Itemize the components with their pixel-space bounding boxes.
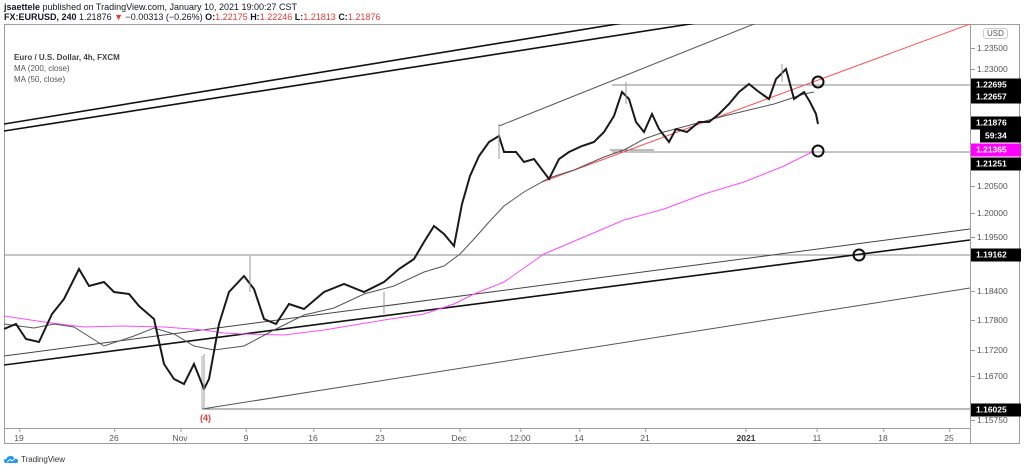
wave-4-label: (4) <box>200 413 211 423</box>
time-axis[interactable]: 19 26 Nov 9 16 23 Dec 12:00 14 21 2021 1… <box>4 428 970 444</box>
price-label-ma200: 1.21365 <box>971 143 1021 157</box>
price-tick: 1.23500 <box>971 43 1008 53</box>
time-label: 16 <box>308 429 318 443</box>
price-tick: 1.17800 <box>971 315 1008 325</box>
price-tick: 1.19500 <box>971 232 1008 242</box>
price-tick: 1.17200 <box>971 345 1008 355</box>
publisher-name[interactable]: jsaettele <box>4 2 41 12</box>
price-chart-svg <box>4 24 970 410</box>
price-label-last: 1.21876 <box>971 116 1021 130</box>
chart-plot-area[interactable]: Euro / U.S. Dollar, 4h, FXCM MA (200, cl… <box>4 24 970 428</box>
time-label: 21 <box>640 429 650 443</box>
publish-info: jsaettele published on TradingView.com, … <box>4 2 297 12</box>
symbol-info: FX:EURUSD, 240 1.21876 ▼ −0.00313 (−0.26… <box>4 12 380 22</box>
bar-countdown-timer: 59:34 <box>980 129 1021 143</box>
high-value: 1.22246 <box>259 12 293 22</box>
ma200-line <box>4 150 815 336</box>
lower-channel-line-thick <box>4 239 970 366</box>
time-label: 18 <box>878 429 888 443</box>
time-label: 25 <box>944 429 954 443</box>
circle-marker-1-19162 <box>852 248 866 262</box>
high-label: H: <box>250 12 260 22</box>
down-triangle-icon: ▼ <box>114 12 124 22</box>
price-tick: 1.16700 <box>971 371 1008 381</box>
candle-wicks <box>203 64 783 409</box>
time-label: 11 <box>812 429 822 443</box>
chart-frame <box>4 24 1020 444</box>
red-trendline <box>541 24 970 183</box>
price-axis[interactable]: USD 1.23500 1.23000 1.20500 1.20000 1.19… <box>970 24 1021 444</box>
rising-channel-upper-line <box>498 24 756 127</box>
legend-ma200[interactable]: MA (200, close) <box>14 64 70 73</box>
footer-branding: TradingView <box>4 455 65 464</box>
circle-marker-1-22695 <box>811 75 825 89</box>
low-value: 1.21813 <box>303 12 336 22</box>
price-label-ma50: 1.22657 <box>971 90 1021 104</box>
time-label: 23 <box>375 429 385 443</box>
chart-legend: Euro / U.S. Dollar, 4h, FXCM MA (200, cl… <box>14 52 120 85</box>
price-tick: 1.18400 <box>971 286 1008 296</box>
time-label: Dec <box>451 429 467 443</box>
currency-label: USD <box>983 28 1008 39</box>
lower-parallel-line <box>201 287 970 410</box>
open-value: 1.22175 <box>215 12 248 22</box>
price-change: −0.00313 (−0.26%) <box>125 12 203 22</box>
legend-title[interactable]: Euro / U.S. Dollar, 4h, FXCM <box>14 53 120 62</box>
price-tick: 1.20500 <box>971 181 1008 191</box>
time-label: 14 <box>574 429 584 443</box>
tradingview-cloud-icon <box>4 456 18 463</box>
tradingview-brand[interactable]: TradingView <box>21 455 66 464</box>
time-label: 9 <box>243 429 249 443</box>
last-price: 1.21876 <box>79 12 112 22</box>
close-label: C: <box>338 12 348 22</box>
price-label-level: 1.21251 <box>971 157 1021 171</box>
time-label: 19 <box>14 429 24 443</box>
upper-channel-line-a <box>4 24 622 125</box>
price-path <box>4 67 819 392</box>
upper-channel-line-b <box>4 24 696 132</box>
price-tick: 1.23000 <box>971 64 1008 74</box>
legend-ma50[interactable]: MA (50, close) <box>14 75 66 84</box>
time-label: 26 <box>109 429 119 443</box>
time-label-year: 2021 <box>736 429 756 443</box>
ma50-line <box>4 91 815 351</box>
time-label: 12:00 <box>509 429 531 443</box>
price-tick: 1.15750 <box>971 415 1008 425</box>
published-text: published on TradingView.com, January 10… <box>42 2 298 12</box>
price-label-level: 1.22695 <box>971 78 1021 92</box>
close-value: 1.21876 <box>347 12 381 22</box>
symbol-label: FX:EURUSD, 240 <box>4 12 77 22</box>
circle-marker-1-21251 <box>811 144 825 158</box>
open-label: O: <box>205 12 216 22</box>
low-label: L: <box>294 12 304 22</box>
price-label-level: 1.16025 <box>971 403 1021 417</box>
price-label-level: 1.19162 <box>971 248 1021 262</box>
lower-channel-line-thin <box>4 228 970 357</box>
time-label: Nov <box>172 429 188 443</box>
price-tick: 1.20000 <box>971 208 1008 218</box>
